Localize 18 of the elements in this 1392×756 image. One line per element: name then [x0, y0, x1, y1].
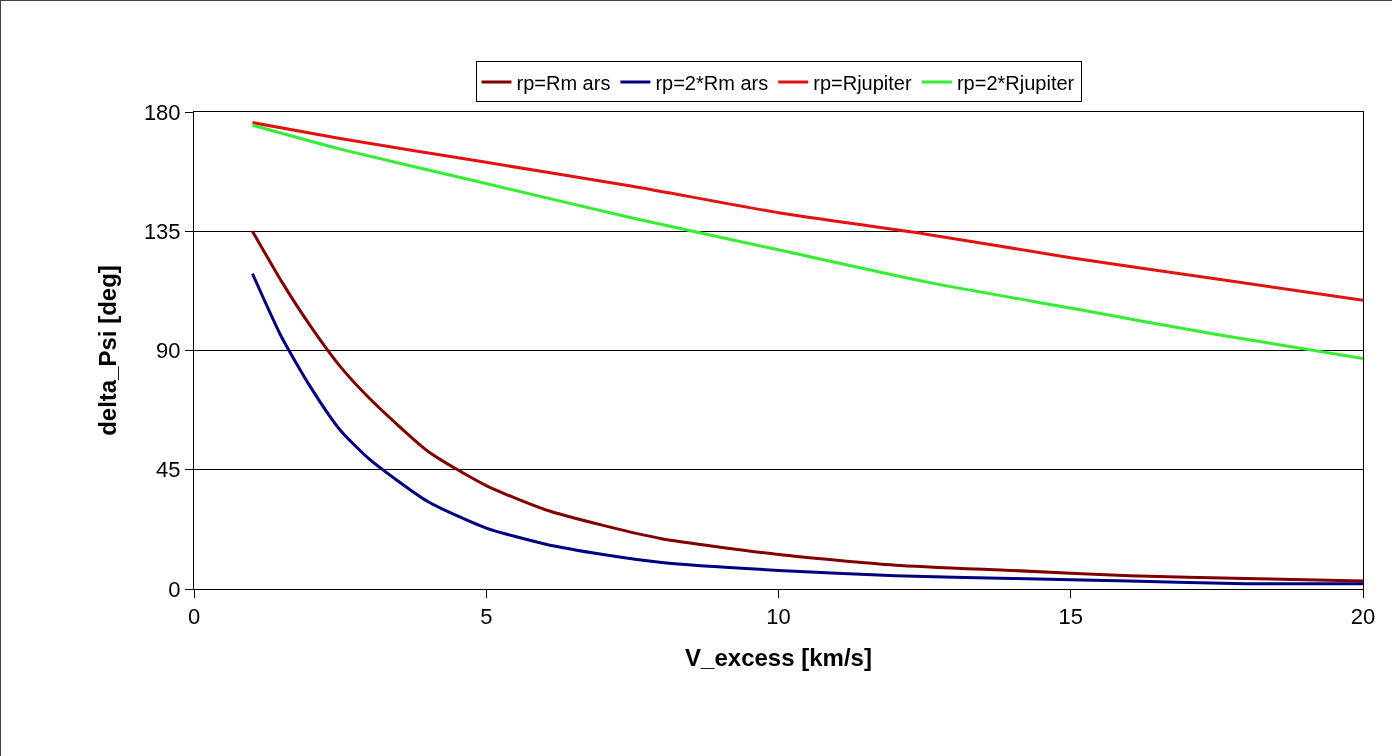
y-tick-label: 135	[143, 218, 181, 244]
line-series	[250, 121, 1363, 302]
x-tick-label: 5	[480, 604, 493, 630]
x-axis-title: V_excess [km/s]	[685, 643, 872, 671]
line-series	[250, 123, 1363, 360]
legend-label: rp=Rjupiter	[813, 71, 912, 94]
x-tick-label: 0	[187, 604, 201, 630]
y-axis-title: delta_Psi [deg]	[93, 265, 121, 436]
y-tick-label: 45	[156, 457, 181, 483]
legend-label: rp=2*Rm ars	[655, 71, 769, 94]
y-tick-label: 0	[168, 576, 181, 602]
y-tick-label: 90	[156, 338, 181, 364]
legend-label: rp=2*Rjupiter	[956, 71, 1075, 94]
x-tick-label: 10	[766, 604, 791, 630]
y-tick-label: 180	[143, 99, 181, 125]
x-tick-label: 20	[1350, 604, 1376, 630]
legend-label: rp=Rm ars	[516, 71, 611, 94]
x-tick-label: 15	[1058, 604, 1083, 630]
